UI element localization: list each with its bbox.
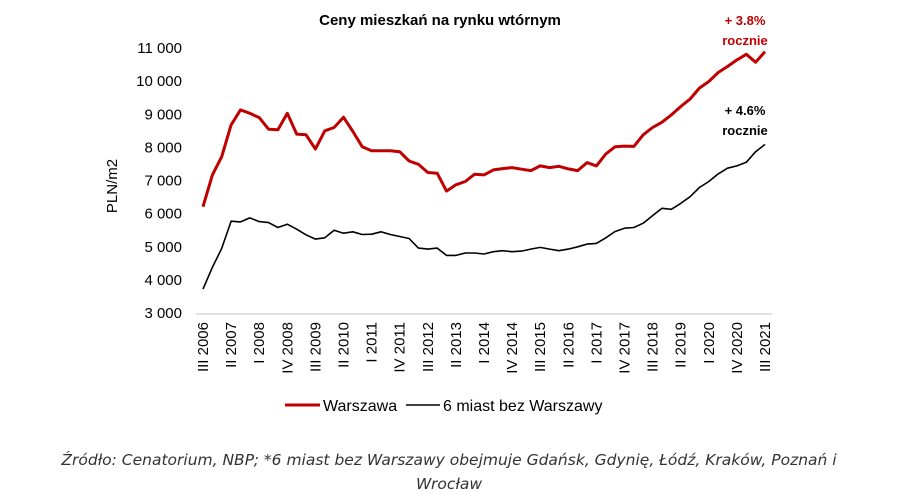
x-tick-label: II 2010 <box>336 322 353 368</box>
x-tick-label: III 2015 <box>532 322 549 372</box>
x-tick-label: IV 2020 <box>729 322 746 374</box>
annotation-6miast-rate: + 4.6% <box>725 103 766 118</box>
plot-area <box>201 50 767 290</box>
legend: Warszawa 6 miast bez Warszawy <box>285 398 602 415</box>
x-tick-label: I 2020 <box>701 322 718 364</box>
x-tick-label: I 2014 <box>476 322 493 364</box>
x-tick-label: III 2018 <box>645 322 662 372</box>
x-tick-label: IV 2017 <box>617 322 634 374</box>
y-tick-label: 10 000 <box>136 73 182 90</box>
annotation-warszawa-rocznie: rocznie <box>722 33 768 48</box>
x-tick-label: IV 2014 <box>504 322 521 374</box>
x-tick-label: III 2009 <box>307 322 324 372</box>
y-tick-label: 6 000 <box>144 206 182 223</box>
x-tick-label: I 2017 <box>588 322 605 364</box>
y-tick-label: 11 000 <box>137 40 182 57</box>
x-tick-label: I 2011 <box>364 322 381 363</box>
y-tick-label: 4 000 <box>144 272 182 289</box>
x-tick-label: IV 2011 <box>392 322 409 373</box>
annotation-6miast-rocznie: rocznie <box>722 123 768 138</box>
x-axis: III 2006 II 2007 I 2008 IV 2008 III 2009 II 2… <box>195 322 774 374</box>
y-tick-label: 5 000 <box>144 239 182 256</box>
series-line-warszawa <box>201 50 767 208</box>
y-axis: 3 000 4 000 5 000 6 000 7 000 8 000 9 000 10 00… <box>136 40 182 322</box>
x-tick-label: II 2013 <box>448 322 465 368</box>
x-tick-label: I 2008 <box>251 322 268 364</box>
series-line-6-miast <box>202 143 766 290</box>
x-tick-label: II 2019 <box>673 322 690 368</box>
legend-label-warszawa: Warszawa <box>323 398 397 415</box>
x-tick-label: IV 2008 <box>279 322 296 374</box>
source-note-line1: Źródło: Cenatorium, NBP; *6 miast bez Wa… <box>61 451 837 469</box>
chart-title: Ceny mieszkań na rynku wtórnym <box>319 12 561 29</box>
y-tick-label: 8 000 <box>144 139 182 156</box>
y-tick-label: 3 000 <box>144 305 182 322</box>
legend-label-6miast: 6 miast bez Warszawy <box>443 398 602 415</box>
source-note-line2: Wrocław <box>415 475 483 493</box>
x-tick-label: III 2012 <box>420 322 437 372</box>
x-tick-label: II 2007 <box>223 322 240 368</box>
x-tick-label: III 2021 <box>757 322 774 372</box>
x-tick-label: III 2006 <box>195 322 212 372</box>
y-tick-label: 7 000 <box>144 173 182 190</box>
annotation-warszawa-rate: + 3.8% <box>725 13 766 28</box>
y-tick-label: 9 000 <box>144 106 182 123</box>
y-axis-label: PLN/m2 <box>104 159 121 213</box>
x-tick-label: II 2016 <box>560 322 577 368</box>
